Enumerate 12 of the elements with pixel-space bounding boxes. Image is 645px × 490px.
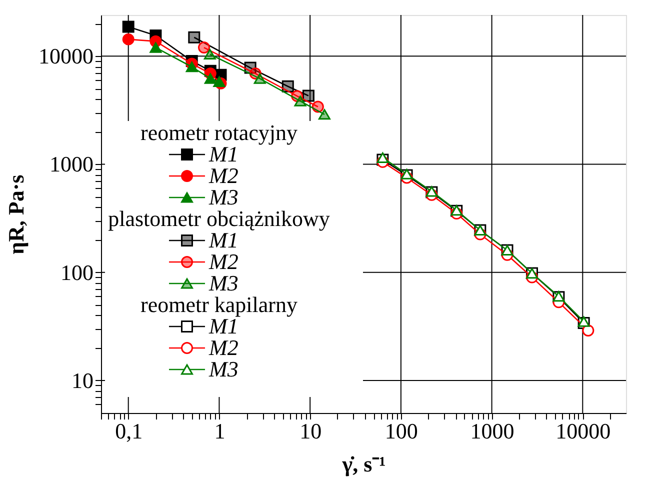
x-tick-label: 1000 [470,418,514,444]
x-tick-label: 100 [384,418,418,444]
y-tick-label: 1000 [50,152,94,177]
y-tick-label: 10000 [38,44,94,69]
x-axis-title: γ̇, s⁻¹ [341,452,386,476]
y-tick-label: 10 [72,368,94,393]
x-tick-label: 10000 [556,418,611,444]
x-tick-label: 1 [214,418,226,444]
y-axis-title: ηR, Pa·s [4,174,28,254]
x-tick-label: 0,1 [115,418,143,444]
y-tick-label: 100 [60,260,94,285]
x-tick-label: 10 [300,418,322,444]
